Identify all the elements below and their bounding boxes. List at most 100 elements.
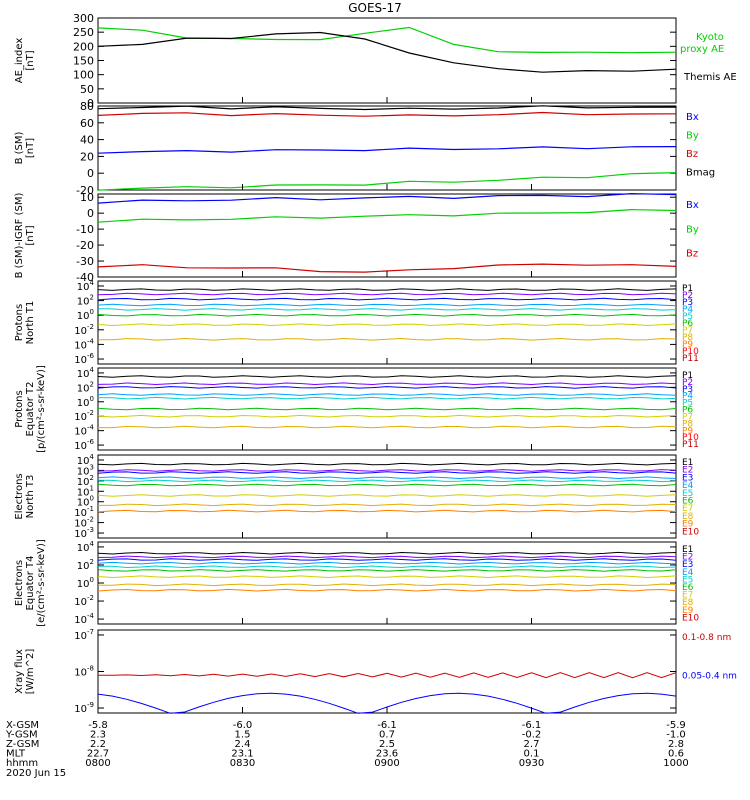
legend-label: P11 xyxy=(682,440,699,450)
y-axis-label: Equator T4 xyxy=(25,556,36,611)
series-line xyxy=(97,323,677,327)
y-tick-label: 0 xyxy=(87,167,94,180)
legend-label: E9 xyxy=(682,606,694,616)
x-axis-row-label: Y-GSM xyxy=(5,730,38,741)
legend-label: E4 xyxy=(682,568,694,578)
legend-label: P9 xyxy=(682,426,693,436)
y-axis-label: [W/m^2] xyxy=(25,649,36,695)
legend-label: E9 xyxy=(682,520,694,530)
legend-label: 0.05-0.4 nm xyxy=(682,672,737,682)
x-axis-value: 22.7 xyxy=(87,749,109,760)
legend-label: P6 xyxy=(682,406,693,416)
legend-label: P9 xyxy=(682,340,693,350)
x-axis-value: 0930 xyxy=(519,758,544,769)
series-line xyxy=(98,503,677,507)
y-tick-label: 102 xyxy=(77,380,94,394)
series-line xyxy=(97,483,677,487)
series-line xyxy=(97,105,677,111)
y-tick-label: 102 xyxy=(77,474,94,488)
legend-label: P1 xyxy=(682,284,693,294)
y-tick-label: 101 xyxy=(77,484,94,498)
x-axis-value: 1.5 xyxy=(235,730,251,741)
legend-label: P2 xyxy=(682,291,693,301)
legend-label: P5 xyxy=(682,312,693,322)
legend-label: P11 xyxy=(682,354,699,364)
series-line xyxy=(97,208,677,223)
y-tick-label: 100 xyxy=(77,395,94,409)
y-tick-label: 10-2 xyxy=(74,516,94,530)
legend-label: 0.1-0.8 nm xyxy=(682,633,731,643)
y-tick-label: 10-8 xyxy=(74,665,94,679)
y-tick-label: 10 xyxy=(80,191,94,204)
legend-label: E1 xyxy=(682,458,693,468)
y-axis-label: [nT] xyxy=(25,225,36,245)
legend-label: E4 xyxy=(682,481,694,491)
series-line xyxy=(97,569,677,572)
x-axis-value: 0830 xyxy=(230,758,255,769)
x-axis-value: 2.2 xyxy=(90,739,106,750)
y-tick-label: 102 xyxy=(77,294,94,308)
legend-label: P4 xyxy=(682,392,693,402)
y-tick-label: 20 xyxy=(80,150,94,163)
legend-label: Bx xyxy=(686,200,699,211)
y-axis-label: [p/(cm²-s-sr-keV)] xyxy=(36,365,47,453)
legend-label: Themis AE xyxy=(683,72,737,83)
legend-label: E3 xyxy=(682,560,693,570)
y-tick-label: 100 xyxy=(77,495,94,509)
y-tick-label: 104 xyxy=(77,279,95,293)
legend-label: E10 xyxy=(682,613,699,623)
legend-label: E2 xyxy=(682,466,693,476)
x-axis-value: -6.1 xyxy=(377,720,397,731)
y-axis-label: Xray flux xyxy=(14,649,25,694)
series-line xyxy=(97,479,677,483)
series-line xyxy=(97,407,677,411)
series-line xyxy=(97,509,677,513)
x-axis-value: 0.6 xyxy=(668,749,684,760)
legend-label: P7 xyxy=(682,326,693,336)
series-line xyxy=(97,292,677,296)
series-line xyxy=(97,672,677,679)
panel-4: Protons Equator T2 [p/(cm²-s-sr-keV)] 10410… xyxy=(14,365,699,453)
legend-label: Bmag xyxy=(686,168,715,179)
x-axis-row-label: MLT xyxy=(6,749,26,760)
legend-label: E7 xyxy=(682,504,693,514)
y-axis-label: [nT] xyxy=(25,138,36,158)
series-line xyxy=(98,583,677,587)
y-tick-label: 100 xyxy=(77,308,94,322)
series-line xyxy=(97,396,677,400)
y-tick-label: 40 xyxy=(80,134,94,147)
x-axis-value: 0800 xyxy=(85,758,110,769)
series-line xyxy=(97,575,677,579)
legend-label: E7 xyxy=(682,591,693,601)
series-line xyxy=(97,172,677,191)
y-tick-label: 0 xyxy=(87,97,94,110)
series-line xyxy=(97,288,677,291)
chart-title: GOES-17 xyxy=(348,1,402,15)
y-tick-label: 100 xyxy=(73,69,94,82)
x-axis-value: 2.5 xyxy=(379,739,395,750)
series-line xyxy=(97,551,677,555)
series-line xyxy=(97,303,677,307)
y-tick-label: 10-6 xyxy=(74,438,94,452)
legend-label: E5 xyxy=(682,575,693,585)
y-tick-label: 104 xyxy=(77,366,95,380)
legend-label: P8 xyxy=(682,333,693,343)
series-line xyxy=(97,386,677,389)
x-axis-value: 0.7 xyxy=(379,730,395,741)
panels-group: AE_index [nT]050100150200250300Kyotoproxy… xyxy=(14,12,737,715)
y-tick-label: 10-9 xyxy=(74,701,94,715)
panel-7: Xray flux [W/m^2] 10-7 10-8 10-9 0.1-0.8 nm 0.… xyxy=(14,628,737,715)
y-tick-label: -40 xyxy=(76,271,94,284)
x-axis-value: 23.1 xyxy=(231,749,253,760)
y-tick-label: 60 xyxy=(80,117,94,130)
y-tick-label: 104 xyxy=(77,453,95,467)
series-line xyxy=(97,375,677,378)
x-axis-value: 0.1 xyxy=(524,749,540,760)
y-tick-label: 50 xyxy=(80,83,94,96)
legend-label: E8 xyxy=(682,512,694,522)
legend-label: Bz xyxy=(686,149,698,160)
series-line xyxy=(97,31,677,73)
x-axis-value: 2.4 xyxy=(235,739,251,750)
legend-label: Bx xyxy=(686,112,699,123)
